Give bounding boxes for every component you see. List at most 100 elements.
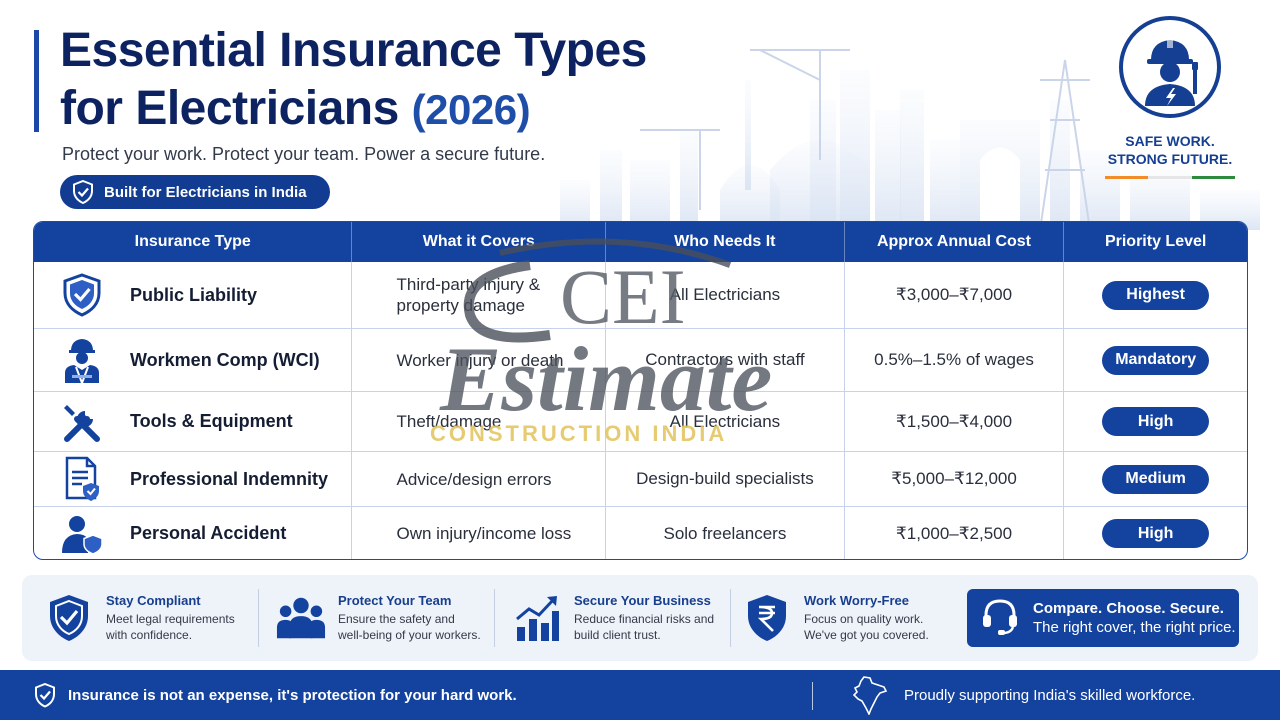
benefit-desc-1: Reduce financial risks and [574, 612, 715, 626]
cta-line-1: Compare. Choose. Secure. [1033, 600, 1224, 617]
india-tag-pill: Built for Electricians in India [60, 175, 330, 209]
page-title: Essential Insurance Types for Electricia… [60, 22, 647, 139]
table-row: Personal Accident Own injury/income loss… [34, 506, 1247, 559]
header-insurance-type: Insurance Type [34, 222, 353, 262]
benefit-desc-1: Focus on quality work. [804, 612, 924, 626]
cell-insurance-type: Tools & Equipment [34, 392, 353, 451]
flag-green [1191, 176, 1235, 179]
compare-cta-box[interactable]: Compare. Choose. Secure. The right cover… [967, 589, 1239, 647]
cell-annual-cost: ₹1,500–₹4,000 [845, 392, 1065, 451]
team-icon [276, 593, 326, 643]
priority-badge: Highest [1102, 280, 1210, 310]
cell-what-it-covers: Theft/damage [352, 392, 607, 451]
cell-what-it-covers: Third-party injury & property damage [352, 262, 607, 328]
benefit-divider [730, 589, 731, 647]
shield-check-icon [73, 180, 93, 204]
cell-priority: Medium [1064, 452, 1247, 506]
document-shield-icon [60, 456, 104, 501]
tricolor-line [1105, 176, 1235, 179]
benefit-desc-2: well-being of your workers. [338, 628, 481, 642]
safe-work-badge: SAFE WORK. STRONG FUTURE. [1100, 16, 1240, 186]
insurance-type-label: Workmen Comp (WCI) [130, 349, 320, 370]
cell-annual-cost: ₹1,000–₹2,500 [845, 507, 1065, 559]
cell-who-needs-it: Contractors with staff [606, 329, 845, 391]
benefit-stay-compliant: Stay Compliant Meet legal requirements w… [44, 575, 235, 661]
header-annual-cost: Approx Annual Cost [845, 222, 1065, 262]
cell-priority: Highest [1064, 262, 1247, 328]
cell-insurance-type: Workmen Comp (WCI) [34, 329, 353, 391]
flag-white [1148, 176, 1192, 179]
benefit-divider [494, 589, 495, 647]
footer-right: Proudly supporting India's skilled workf… [850, 675, 1195, 715]
benefit-desc-2: build client trust. [574, 628, 661, 642]
worker-icon [60, 338, 104, 383]
insurance-type-label: Tools & Equipment [130, 411, 293, 431]
page-subtitle: Protect your work. Protect your team. Po… [62, 144, 546, 164]
electrician-hardhat-icon [1145, 38, 1198, 106]
table-header-row: Insurance Type What it Covers Who Needs … [34, 222, 1247, 262]
cell-who-needs-it: All Electricians [606, 262, 845, 328]
cell-what-it-covers: Advice/design errors [352, 452, 607, 506]
rupee-shield-icon [742, 593, 792, 643]
benefit-desc-2: with confidence. [106, 628, 193, 642]
cell-priority: High [1064, 392, 1247, 451]
cell-who-needs-it: All Electricians [606, 392, 845, 451]
cta-line-2: The right cover, the right price. [1033, 619, 1236, 636]
covers-line-1: Third-party injury & [396, 275, 541, 294]
cell-what-it-covers: Own injury/income loss [352, 507, 607, 559]
table-row: Professional Indemnity Advice/design err… [34, 451, 1247, 506]
headset-icon [981, 597, 1019, 640]
cell-insurance-type: Personal Accident [34, 507, 353, 559]
cell-who-needs-it: Solo freelancers [606, 507, 845, 559]
cell-priority: High [1064, 507, 1247, 559]
covers-line-2: property damage [396, 296, 526, 315]
benefit-divider [258, 589, 259, 647]
growth-chart-icon [512, 593, 562, 643]
priority-badge: High [1102, 519, 1210, 548]
tag-label: Built for Electricians in India [104, 183, 307, 201]
header-priority-level: Priority Level [1104, 233, 1207, 250]
header-what-it-covers: What it Covers [352, 222, 607, 262]
title-line-1: Essential Insurance Types [60, 24, 647, 77]
badge-line-1: SAFE WORK. [1125, 133, 1215, 149]
benefit-protect-team: Protect Your Team Ensure the safety and … [276, 575, 481, 661]
priority-badge: Medium [1102, 464, 1210, 494]
covers-line-1: Advice/design errors [396, 469, 552, 489]
badge-circle [1119, 16, 1221, 118]
benefit-desc-2: We've got you covered. [804, 628, 929, 642]
shield-check-icon [35, 682, 55, 708]
footer-bar: Insurance is not an expense, it's protec… [0, 670, 1280, 720]
priority-badge: High [1102, 407, 1210, 436]
flag-saffron [1105, 176, 1149, 179]
insurance-type-label: Professional Indemnity [130, 468, 329, 489]
benefit-title: Protect Your Team [338, 593, 452, 608]
cell-insurance-type: Professional Indemnity [34, 452, 353, 506]
benefit-desc-1: Meet legal requirements [106, 612, 235, 626]
benefit-title: Work Worry-Free [804, 593, 909, 608]
title-year: (2026) [411, 86, 531, 133]
shield-check-icon [60, 273, 104, 317]
covers-line-1: Worker injury or death [396, 350, 564, 370]
benefit-desc-1: Ensure the safety and [338, 612, 455, 626]
benefit-title: Secure Your Business [574, 593, 711, 608]
footer-left-text: Insurance is not an expense, it's protec… [68, 686, 517, 704]
cell-insurance-type: Public Liability [34, 262, 353, 328]
table-row: Public Liability Third-party injury & pr… [34, 262, 1247, 328]
title-line-2: for Electricians [60, 82, 399, 135]
cell-annual-cost: ₹5,000–₹12,000 [845, 452, 1065, 506]
cell-who-needs-it: Design-build specialists [606, 452, 845, 506]
insurance-type-label: Personal Accident [130, 523, 287, 543]
insurance-type-label: Public Liability [130, 284, 258, 305]
footer-left: Insurance is not an expense, it's protec… [34, 682, 517, 708]
title-accent-bar [34, 30, 39, 132]
benefit-title: Stay Compliant [106, 593, 201, 608]
badge-line-2: STRONG FUTURE. [1107, 151, 1233, 167]
cell-annual-cost: 0.5%–1.5% of wages [845, 329, 1065, 391]
insurance-table: Insurance Type What it Covers Who Needs … [33, 221, 1248, 560]
badge-text: SAFE WORK. STRONG FUTURE. [1100, 132, 1240, 168]
covers-line-1: Theft/damage [396, 412, 502, 431]
table-row: Tools & Equipment Theft/damage All Elect… [34, 391, 1247, 451]
shield-check-icon [44, 593, 94, 643]
benefit-work-worry-free: Work Worry-Free Focus on quality work. W… [742, 575, 929, 661]
person-shield-icon [60, 512, 104, 556]
